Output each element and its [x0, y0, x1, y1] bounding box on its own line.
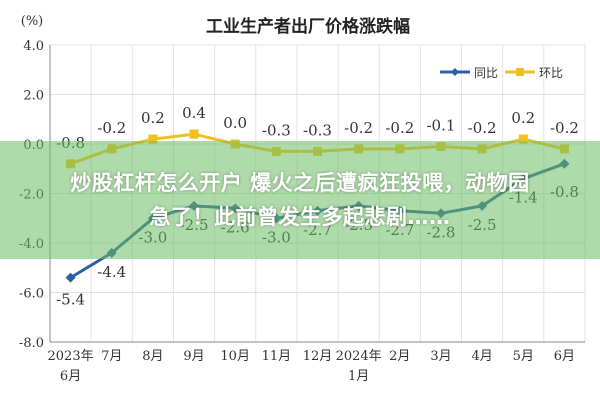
x-tick-label: 1月: [348, 369, 369, 384]
mom-data-label: -0.2: [344, 119, 373, 137]
yoy-data-point: [65, 272, 76, 283]
legend-label: 环比: [539, 66, 563, 80]
x-tick-label: 10月: [220, 349, 250, 364]
legend-marker: [451, 68, 459, 76]
x-tick-label: 12月: [303, 349, 333, 364]
mom-data-label: 0.2: [141, 109, 165, 127]
x-tick-label: 7月: [101, 349, 122, 364]
headline-line-2: 急了！此前曾发生多起悲剧……: [149, 205, 451, 229]
x-tick-label: 2月: [389, 349, 410, 364]
mom-data-label: 0.2: [511, 109, 535, 127]
y-tick-label: 2.0: [23, 89, 44, 104]
x-tick-label: 2024年: [336, 349, 382, 364]
mom-data-label: -0.3: [262, 121, 291, 139]
mom-data-label: 0.0: [223, 114, 247, 132]
x-tick-label: 6月: [554, 349, 575, 364]
mom-data-label: -0.2: [550, 119, 579, 137]
x-tick-label: 5月: [513, 349, 534, 364]
x-tick-label: 6月: [60, 369, 81, 384]
mom-data-label: -0.2: [468, 119, 497, 137]
mom-data-label: -0.3: [303, 121, 332, 139]
x-tick-label: 4月: [471, 349, 492, 364]
x-tick-labels: 2023年 6月 7月 8月 9月 10月 11月 12月 2024年 1月 2月 3月 4月 5月 6月: [48, 349, 576, 384]
x-tick-label: 8月: [142, 349, 163, 364]
x-tick-label: 11月: [262, 349, 292, 364]
mom-data-point: [148, 134, 158, 144]
mom-data-label: 0.4: [182, 104, 206, 122]
mom-data-point: [189, 129, 199, 139]
legend: 同比 环比: [440, 66, 563, 80]
yoy-data-label: -5.4: [56, 291, 85, 309]
chart-title: 工业生产者出厂价格涨跌幅: [206, 16, 410, 37]
y-tick-label: 4.0: [23, 39, 44, 54]
mom-data-label: -0.2: [97, 119, 126, 137]
x-tick-label: 3月: [430, 349, 451, 364]
yoy-data-label: -4.4: [97, 263, 126, 281]
y-tick-label: -6.0: [19, 287, 44, 302]
legend-marker: [516, 68, 524, 76]
mom-data-point: [518, 134, 528, 144]
y-axis-unit: (%): [21, 14, 44, 29]
x-tick-label: 9月: [183, 349, 204, 364]
y-tick-label: -8.0: [19, 336, 44, 351]
mom-data-label: -0.2: [385, 119, 414, 137]
x-tick-label: 2023年: [48, 349, 94, 364]
headline-line-1: 炒股杠杆怎么开户 爆火之后遭疯狂投喂，动物园: [70, 171, 530, 195]
mom-data-label: -0.1: [426, 116, 455, 134]
overlay-headline-banner[interactable]: 炒股杠杆怎么开户 爆火之后遭疯狂投喂，动物园 急了！此前曾发生多起悲剧……: [0, 141, 600, 259]
legend-label: 同比: [474, 66, 498, 80]
